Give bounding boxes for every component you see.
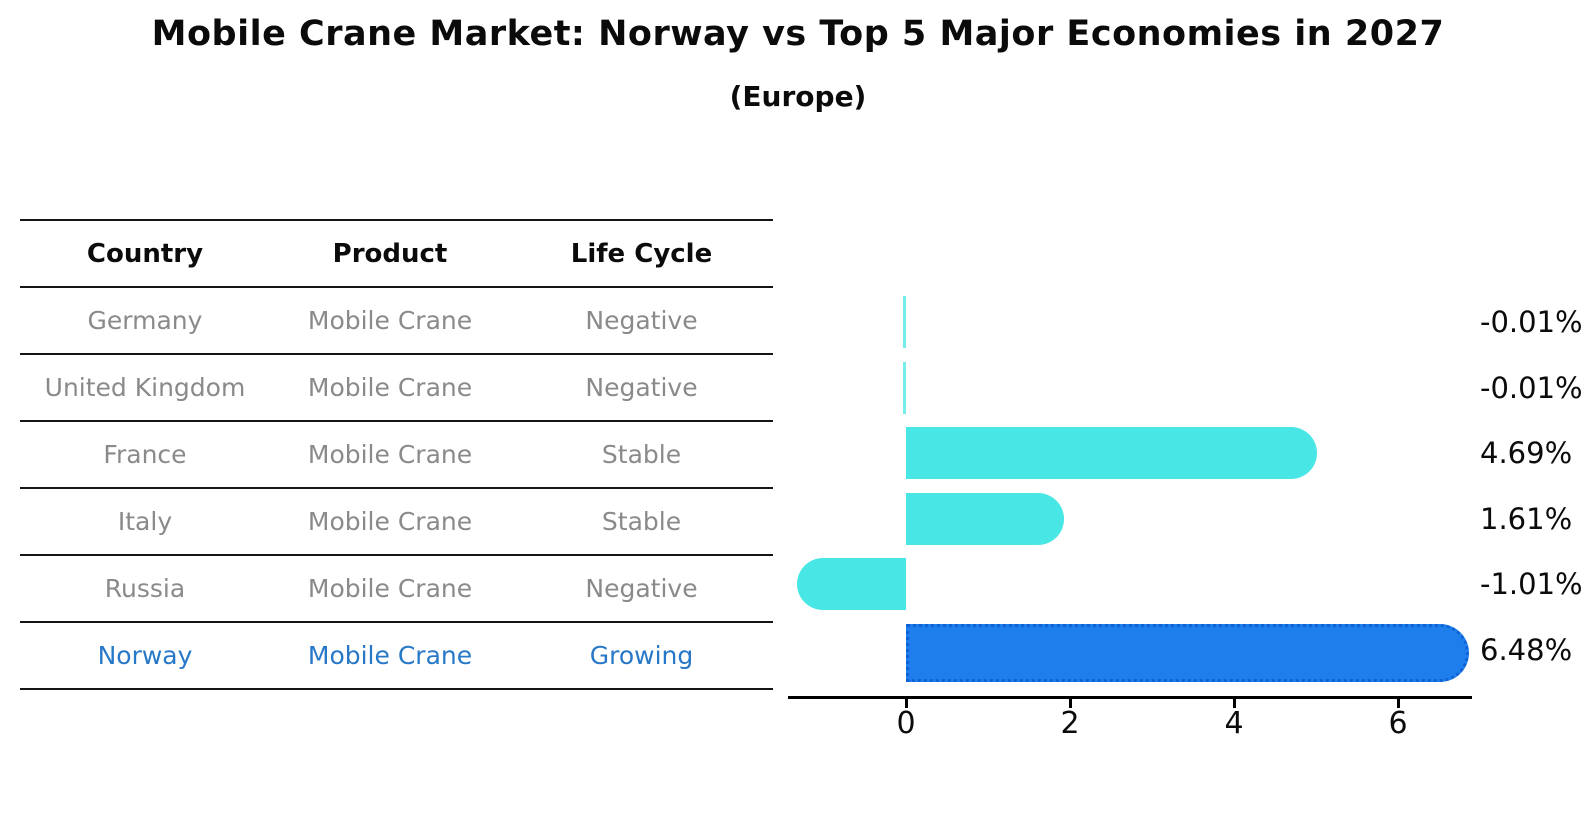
cell-product: Mobile Crane [307, 507, 473, 536]
table-row: Italy Mobile Crane Stable [20, 487, 773, 554]
cell-country: France [103, 440, 187, 469]
bar-united-kingdom [903, 361, 906, 414]
x-tick-mark [1397, 699, 1400, 708]
value-label: -0.01% [1480, 305, 1583, 339]
bar-france [906, 427, 1317, 479]
chart-subtitle: (Europe) [729, 80, 867, 113]
table-row: Russia Mobile Crane Negative [20, 554, 773, 621]
cell-life-cycle: Growing [589, 641, 694, 670]
table-rows: Germany Mobile Crane Negative United Kingdo… [20, 286, 773, 688]
value-label: -0.01% [1480, 370, 1583, 405]
header-country: Country [86, 238, 204, 269]
x-tick-label: 6 [1388, 706, 1408, 741]
value-label: 4.69% [1480, 436, 1573, 470]
cell-country: Norway [97, 641, 193, 670]
cell-product: Mobile Crane [307, 440, 473, 469]
cell-country: United Kingdom [44, 373, 246, 402]
x-tick-label: 4 [1224, 706, 1244, 741]
table-row: France Mobile Crane Stable [20, 420, 773, 487]
cell-country: Russia [104, 574, 186, 603]
table-header-row: Country Product Life Cycle [20, 219, 773, 286]
cell-product: Mobile Crane [307, 373, 473, 402]
cell-life-cycle: Negative [585, 574, 698, 603]
header-life-cycle: Life Cycle [570, 238, 713, 269]
x-axis-line [788, 696, 1472, 699]
bar-norway [906, 623, 1470, 682]
x-tick-mark [1233, 699, 1236, 708]
value-label: -1.01% [1480, 567, 1583, 601]
cell-product: Mobile Crane [307, 306, 473, 335]
cell-product: Mobile Crane [307, 574, 473, 603]
x-tick-mark [1069, 699, 1072, 708]
x-tick-label: 2 [1060, 706, 1080, 741]
value-label: 1.61% [1480, 501, 1573, 536]
bar-italy [906, 492, 1065, 545]
cell-life-cycle: Negative [585, 373, 698, 402]
value-label: 6.48% [1480, 632, 1573, 667]
country-table: Country Product Life Cycle Germany Mobile… [20, 219, 773, 690]
bar-germany [903, 296, 906, 348]
table-row: Norway Mobile Crane Growing [20, 621, 773, 688]
table-row: Germany Mobile Crane Negative [20, 286, 773, 353]
cell-life-cycle: Stable [601, 440, 682, 469]
cell-country: Germany [87, 306, 203, 335]
header-product: Product [332, 238, 448, 269]
cell-life-cycle: Stable [601, 507, 682, 536]
cell-life-cycle: Negative [585, 306, 698, 335]
table-row: United Kingdom Mobile Crane Negative [20, 353, 773, 420]
x-tick-mark [905, 699, 908, 708]
cell-country: Italy [117, 507, 173, 536]
chart-title: Mobile Crane Market: Norway vs Top 5 Maj… [151, 14, 1445, 54]
cell-product: Mobile Crane [307, 641, 473, 670]
x-tick-label: 0 [896, 706, 916, 741]
bar-russia [797, 558, 906, 610]
